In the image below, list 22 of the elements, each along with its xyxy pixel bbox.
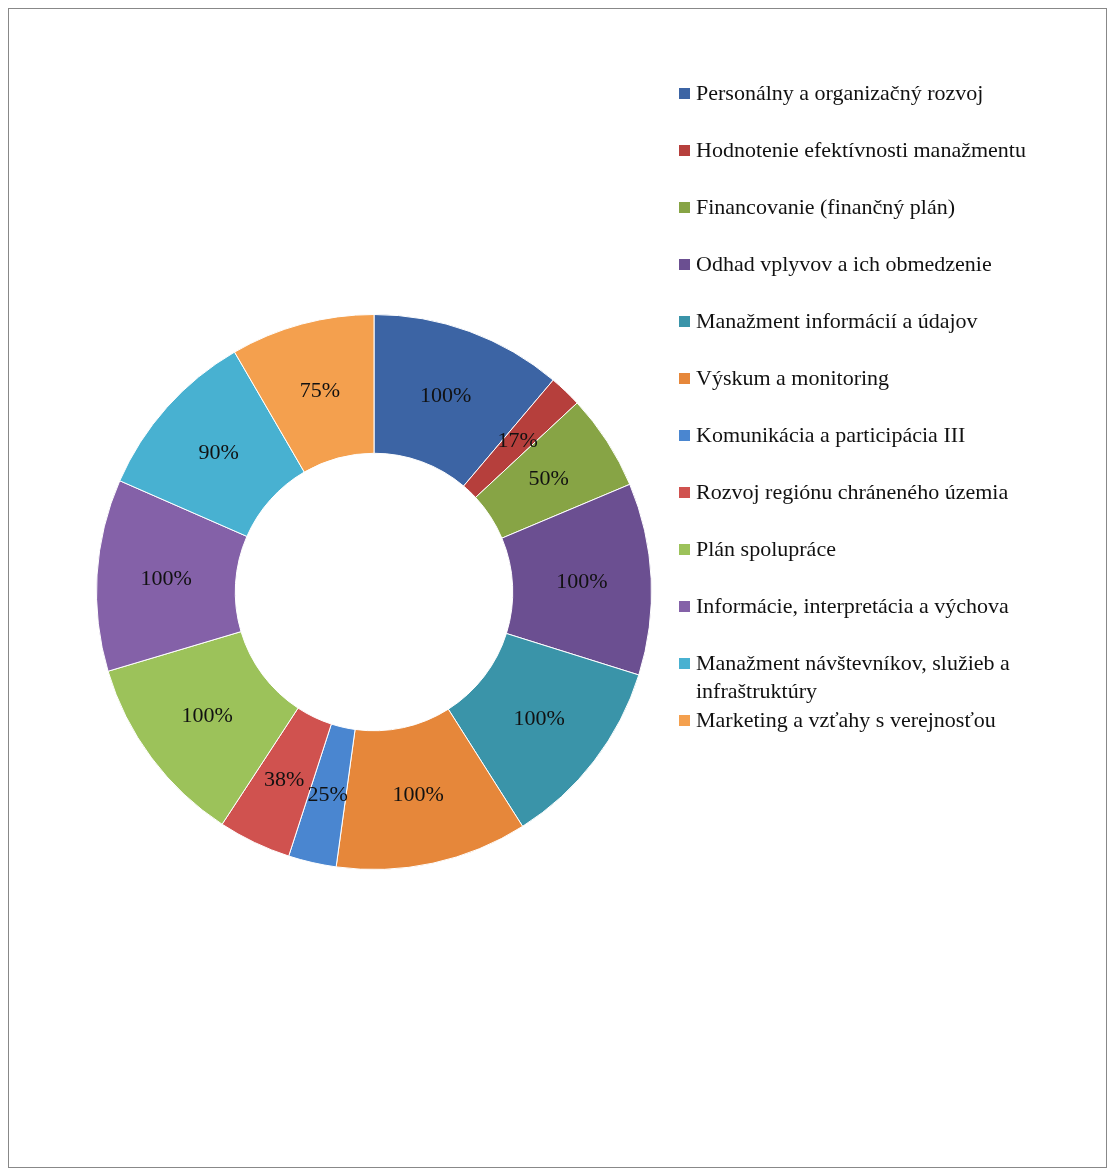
data-label: 100%: [513, 704, 565, 730]
legend-label: Manažment návštevníkov, služieb a infraštruktúry: [696, 649, 1011, 705]
data-label: 100%: [181, 702, 233, 728]
legend-label: Financovanie (finančný plán): [696, 193, 956, 221]
legend-label: Hodnotenie efektívnosti manažmentu: [696, 136, 1026, 164]
legend-label: Informácie, interpretácia a výchova: [696, 592, 1009, 620]
legend-label: Odhad vplyvov a ich obmedzenie: [696, 250, 992, 278]
data-label: 100%: [392, 781, 444, 807]
data-label: 100%: [419, 382, 472, 408]
legend-label: Personálny a organizačný rozvoj: [696, 79, 984, 107]
legend-label: Výskum a monitoring: [696, 364, 890, 392]
legend-label: Plán spolupráce: [696, 535, 836, 563]
data-label: 38%: [264, 765, 305, 791]
legend-label: Marketing a vzťahy s verejnosťou: [696, 706, 996, 734]
legend-label: Rozvoj regiónu chráneného územia: [696, 478, 1009, 506]
data-label: 100%: [140, 565, 192, 590]
data-label: 90%: [198, 439, 239, 465]
legend-label: Manažment informácií a údajov: [696, 307, 978, 335]
data-label: 100%: [556, 567, 608, 593]
legend-label: Komunikácia a participácia III: [696, 421, 966, 449]
data-label: 75%: [299, 376, 340, 402]
data-label: 50%: [528, 464, 569, 490]
